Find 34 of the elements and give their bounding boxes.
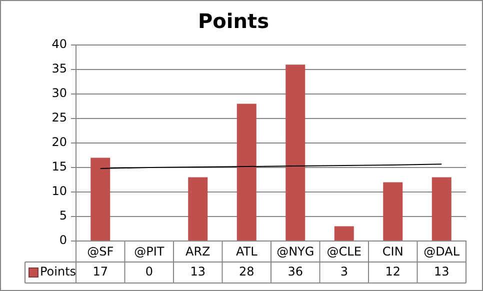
data-label: 13 [190, 264, 206, 279]
legend-label: Points [40, 264, 76, 279]
data-label: 28 [238, 264, 254, 279]
y-tick-label: 15 [52, 160, 67, 174]
bar [383, 182, 403, 240]
x-tick-label: ARZ [185, 244, 210, 258]
x-tick-label: @SF [87, 244, 114, 258]
data-label: 13 [434, 264, 450, 279]
data-label: 0 [145, 264, 153, 279]
x-tick-label: @NYG [276, 244, 314, 258]
data-label: 3 [340, 264, 348, 279]
x-tick-label: @CLE [326, 244, 362, 258]
x-tick-label: ATL [236, 244, 258, 258]
y-tick-label: 10 [52, 184, 67, 198]
bar [432, 177, 452, 240]
x-tick-label: CIN [382, 244, 404, 258]
y-tick-label: 25 [52, 110, 67, 125]
y-tick-label: 40 [52, 37, 67, 52]
y-tick-label: 0 [59, 233, 67, 248]
y-tick-label: 20 [52, 135, 67, 150]
data-label: 17 [92, 264, 108, 279]
bar [286, 64, 306, 240]
bar [236, 104, 256, 240]
data-label: 36 [288, 264, 304, 279]
bar [90, 158, 110, 240]
bar [334, 226, 354, 240]
chart-title: Points [198, 9, 269, 34]
x-tick-label: @PIT [134, 244, 165, 258]
x-tick-label: @DAL [424, 244, 460, 258]
y-tick-label: 35 [52, 62, 67, 76]
data-label: 12 [385, 264, 401, 279]
y-tick-label: 30 [52, 86, 67, 100]
y-tick-label: 5 [59, 208, 67, 223]
bar [188, 177, 208, 240]
